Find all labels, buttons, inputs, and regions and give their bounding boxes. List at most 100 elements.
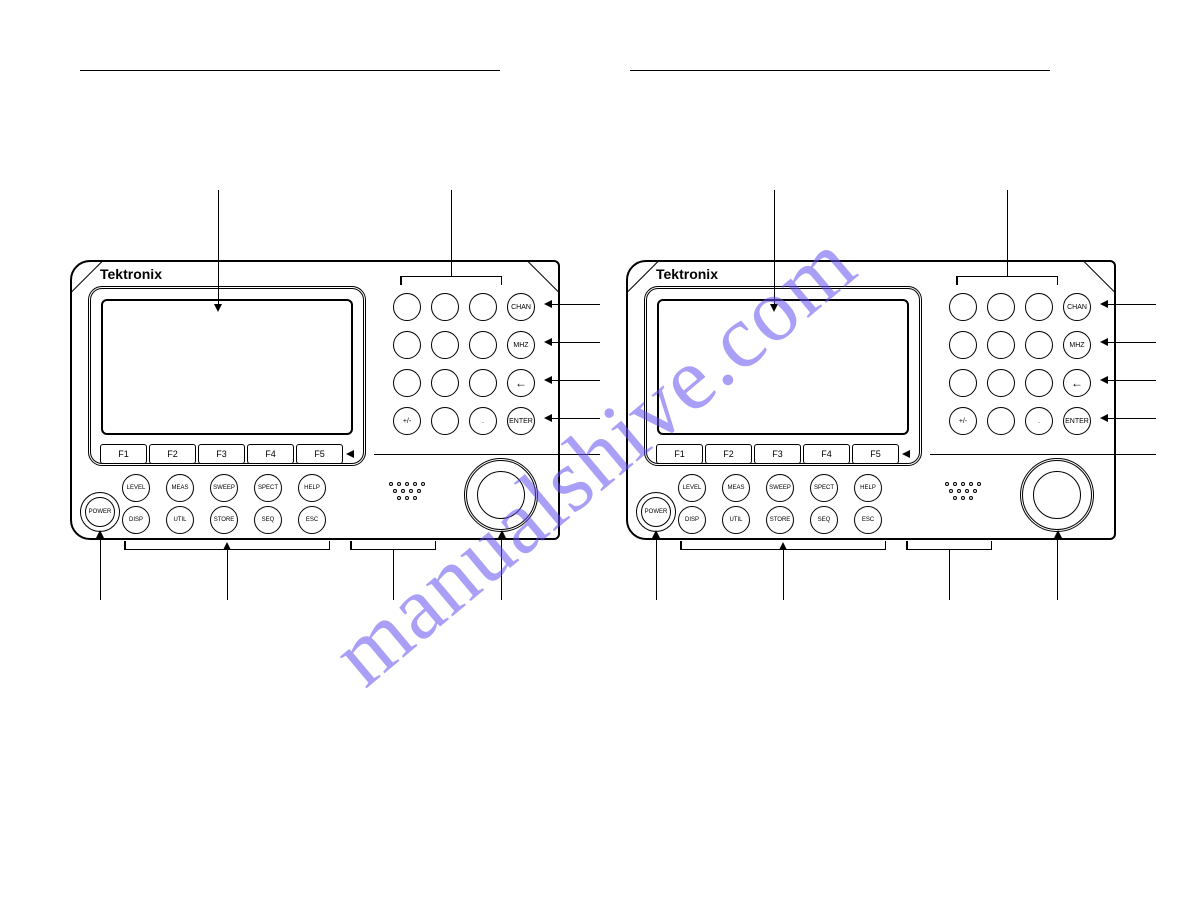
softkey-f3[interactable]: F3 — [198, 444, 245, 464]
softkey-f2[interactable]: F2 — [149, 444, 196, 464]
softkey-f1[interactable]: F1 — [656, 444, 703, 464]
speaker-row-2 — [928, 489, 998, 493]
softkey-f5[interactable]: F5 — [852, 444, 899, 464]
keypad-backspace[interactable]: ← — [1063, 369, 1091, 397]
keypad-r2c1[interactable] — [431, 369, 459, 397]
arrowhead-icon — [1100, 338, 1108, 346]
function-button-grid: LEVEL MEAS SWEEP SPECT HELP DISP UTIL ST… — [122, 474, 340, 536]
speaker-dot — [393, 489, 397, 493]
fn-level[interactable]: LEVEL — [122, 474, 150, 502]
fn-store[interactable]: STORE — [210, 506, 238, 534]
softkey-f5[interactable]: F5 — [296, 444, 343, 464]
power-button[interactable]: POWER — [641, 497, 671, 527]
fn-help[interactable]: HELP — [854, 474, 882, 502]
fn-sweep[interactable]: SWEEP — [210, 474, 238, 502]
keypad-r0c1[interactable] — [431, 293, 459, 321]
fn-level[interactable]: LEVEL — [678, 474, 706, 502]
softkey-f4[interactable]: F4 — [803, 444, 850, 464]
speaker-row-2 — [372, 489, 442, 493]
keypad-r1c2[interactable] — [1025, 331, 1053, 359]
arrowhead-icon — [1100, 300, 1108, 308]
keypad-dot[interactable]: . — [469, 407, 497, 435]
keypad-mhz[interactable]: MHZ — [1063, 331, 1091, 359]
speaker-dot — [945, 482, 949, 486]
speaker-dot — [953, 482, 957, 486]
keypad-r2c0[interactable] — [949, 369, 977, 397]
rotary-knob[interactable] — [1020, 458, 1094, 532]
callout-line-knob — [501, 536, 502, 600]
arrowhead-icon — [223, 542, 231, 550]
keypad-r1c0[interactable] — [949, 331, 977, 359]
keypad-r0c0[interactable] — [393, 293, 421, 321]
fn-spect[interactable]: SPECT — [254, 474, 282, 502]
fn-seq[interactable]: SEQ — [254, 506, 282, 534]
brand-label: Tektronix — [100, 266, 162, 282]
keypad-r2c1[interactable] — [987, 369, 1015, 397]
rotary-knob[interactable] — [464, 458, 538, 532]
power-button[interactable]: POWER — [85, 497, 115, 527]
callout-line-mhz — [550, 342, 600, 343]
fn-esc[interactable]: ESC — [854, 506, 882, 534]
speaker-dot — [957, 489, 961, 493]
speaker-row-3 — [372, 496, 442, 500]
callout-line-functions — [783, 550, 784, 600]
callout-line-backspace — [550, 380, 600, 381]
softkey-f1[interactable]: F1 — [100, 444, 147, 464]
speaker-dot — [397, 482, 401, 486]
keypad-plusminus[interactable]: +/- — [949, 407, 977, 435]
keypad-chan[interactable]: CHAN — [507, 293, 535, 321]
fn-help[interactable]: HELP — [298, 474, 326, 502]
speaker-dot — [413, 482, 417, 486]
softkey-f3[interactable]: F3 — [754, 444, 801, 464]
callout-brace-speaker — [350, 542, 436, 550]
keypad-mhz[interactable]: MHZ — [507, 331, 535, 359]
fn-esc[interactable]: ESC — [298, 506, 326, 534]
keypad-r2c0[interactable] — [393, 369, 421, 397]
arrowhead-icon — [498, 530, 506, 538]
brand-label: Tektronix — [656, 266, 718, 282]
keypad-r1c0[interactable] — [393, 331, 421, 359]
fn-spect[interactable]: SPECT — [810, 474, 838, 502]
power-button-ring: POWER — [80, 492, 120, 532]
keypad-r2c2[interactable] — [469, 369, 497, 397]
speaker-row-3 — [928, 496, 998, 500]
keypad-r1c1[interactable] — [431, 331, 459, 359]
keypad-r1c1[interactable] — [987, 331, 1015, 359]
fn-sweep[interactable]: SWEEP — [766, 474, 794, 502]
keypad-r0c1[interactable] — [987, 293, 1015, 321]
fn-util[interactable]: UTIL — [166, 506, 194, 534]
softkey-f2[interactable]: F2 — [705, 444, 752, 464]
speaker-row-1 — [372, 482, 442, 486]
callout-line-enter — [550, 418, 600, 419]
keypad-chan[interactable]: CHAN — [1063, 293, 1091, 321]
speaker-grille — [372, 482, 442, 522]
callout-line-keypad — [1007, 190, 1008, 276]
fn-disp[interactable]: DISP — [678, 506, 706, 534]
callout-line-softkeys — [930, 454, 1156, 455]
keypad-r3c1[interactable] — [987, 407, 1015, 435]
keypad-plusminus[interactable]: +/- — [393, 407, 421, 435]
callout-line-speaker — [393, 550, 394, 600]
arrowhead-icon — [544, 338, 552, 346]
keypad-r0c2[interactable] — [1025, 293, 1053, 321]
keypad-backspace[interactable]: ← — [507, 369, 535, 397]
arrowhead-icon — [346, 450, 354, 458]
keypad-r3c1[interactable] — [431, 407, 459, 435]
keypad-enter[interactable]: ENTER — [507, 407, 535, 435]
fn-seq[interactable]: SEQ — [810, 506, 838, 534]
keypad-r2c2[interactable] — [1025, 369, 1053, 397]
power-button-ring: POWER — [636, 492, 676, 532]
softkey-f4[interactable]: F4 — [247, 444, 294, 464]
fn-util[interactable]: UTIL — [722, 506, 750, 534]
keypad-r1c2[interactable] — [469, 331, 497, 359]
speaker-dot — [409, 489, 413, 493]
fn-store[interactable]: STORE — [766, 506, 794, 534]
keypad-dot[interactable]: . — [1025, 407, 1053, 435]
keypad-enter[interactable]: ENTER — [1063, 407, 1091, 435]
keypad-r0c0[interactable] — [949, 293, 977, 321]
fn-disp[interactable]: DISP — [122, 506, 150, 534]
fn-meas[interactable]: MEAS — [166, 474, 194, 502]
callout-line-chan — [550, 304, 600, 305]
keypad-r0c2[interactable] — [469, 293, 497, 321]
fn-meas[interactable]: MEAS — [722, 474, 750, 502]
